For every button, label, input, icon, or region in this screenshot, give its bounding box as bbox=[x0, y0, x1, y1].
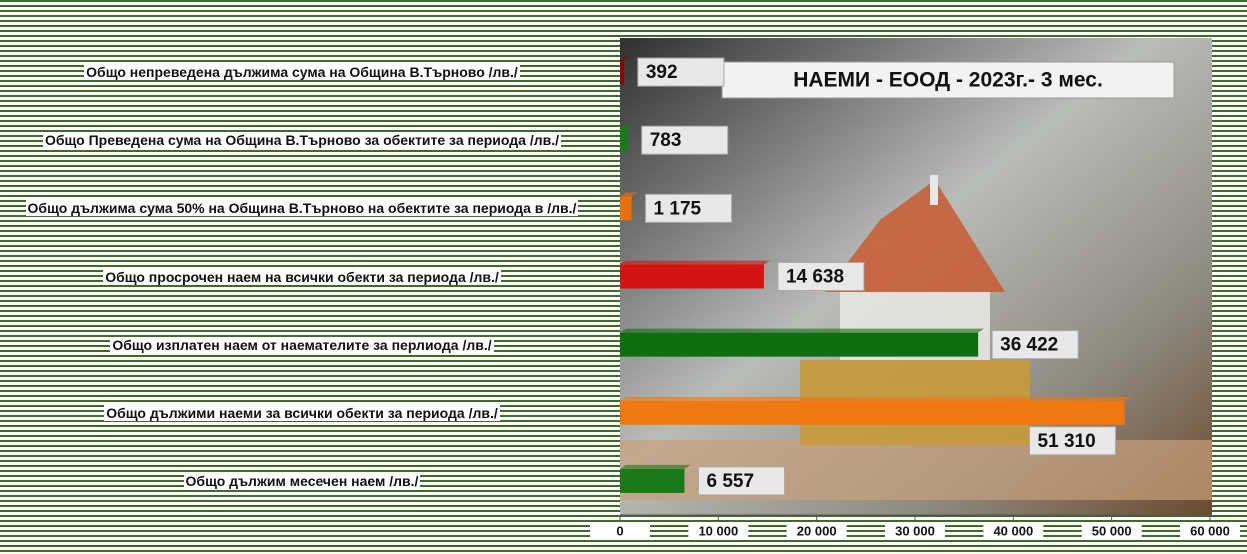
value-label-box bbox=[991, 330, 1079, 360]
x-tick-bg bbox=[1180, 523, 1240, 539]
category-text: Общо Преведена сума на Община В.Търново … bbox=[42, 132, 562, 149]
x-tick-label: 60 000 bbox=[1190, 523, 1230, 538]
value-label: 6 557 bbox=[706, 471, 754, 492]
x-tick-label: 10 000 bbox=[698, 523, 738, 538]
bar-bevel bbox=[620, 464, 691, 469]
value-label-box bbox=[645, 193, 733, 223]
bar-bevel bbox=[620, 260, 770, 265]
value-label: 392 bbox=[646, 62, 678, 83]
bar bbox=[620, 332, 979, 357]
category-text: Общо просрочен наем на всички обекти за … bbox=[103, 268, 501, 285]
bar-bevel bbox=[620, 56, 630, 61]
x-tick-bg bbox=[688, 523, 749, 539]
chart-title: НАЕМИ - ЕООД - 2023г.- 3 мес. bbox=[793, 69, 1103, 92]
category-text: Общо непреведена дължима сума на Община … bbox=[84, 64, 520, 81]
bar bbox=[620, 264, 764, 289]
bar bbox=[620, 468, 685, 493]
bar bbox=[620, 400, 1125, 425]
x-tick-label: 50 000 bbox=[1092, 523, 1132, 538]
bar bbox=[620, 196, 632, 221]
value-label: 783 bbox=[650, 130, 682, 151]
category-label: Общо дължими наеми за всички обекти за п… bbox=[2, 404, 602, 421]
category-label: Общо непреведена дължима сума на Община … bbox=[2, 64, 602, 81]
value-label-box bbox=[1029, 426, 1117, 456]
value-label: 51 310 bbox=[1038, 431, 1096, 452]
value-label-box bbox=[641, 125, 729, 155]
category-text: Общо дължими наеми за всички обекти за п… bbox=[104, 404, 500, 421]
bar-bevel bbox=[620, 396, 1131, 401]
bar bbox=[620, 60, 624, 85]
category-label: Общо дължима сума 50% на Община В.Търнов… bbox=[2, 200, 602, 217]
x-tick-bg bbox=[786, 523, 847, 539]
x-tick-label: 40 000 bbox=[993, 523, 1033, 538]
bar-bevel bbox=[620, 124, 634, 129]
value-label: 36 422 bbox=[1000, 335, 1058, 356]
x-tick-label: 0 bbox=[616, 523, 623, 538]
x-tick-bg bbox=[885, 523, 945, 539]
value-label-box bbox=[777, 262, 865, 291]
x-tick-bg bbox=[590, 523, 650, 539]
category-label: Общо изплатен наем от наемателите за пер… bbox=[2, 336, 602, 353]
category-text: Общо дължима сума 50% на Община В.Търнов… bbox=[25, 200, 579, 217]
x-tick-bg bbox=[983, 523, 1044, 539]
x-tick-bg bbox=[1081, 523, 1142, 539]
category-label: Общо Преведена сума на Община В.Търново … bbox=[2, 132, 602, 149]
category-label: Общо просрочен наем на всички обекти за … bbox=[2, 268, 602, 285]
value-label-box bbox=[637, 57, 725, 87]
bar-bevel bbox=[620, 192, 638, 197]
x-tick-label: 20 000 bbox=[797, 523, 837, 538]
title-box bbox=[721, 61, 1175, 99]
category-label: Общо дължим месечен наем /лв./ bbox=[2, 472, 602, 489]
category-text: Общо дължим месечен наем /лв./ bbox=[183, 472, 421, 489]
bar-bevel bbox=[620, 328, 985, 333]
value-label: 14 638 bbox=[786, 267, 844, 288]
category-text: Общо изплатен наем от наемателите за пер… bbox=[110, 336, 494, 353]
value-label: 1 175 bbox=[654, 198, 702, 219]
x-tick-label: 30 000 bbox=[895, 523, 935, 538]
bar bbox=[620, 128, 628, 153]
value-label-box bbox=[697, 466, 785, 496]
